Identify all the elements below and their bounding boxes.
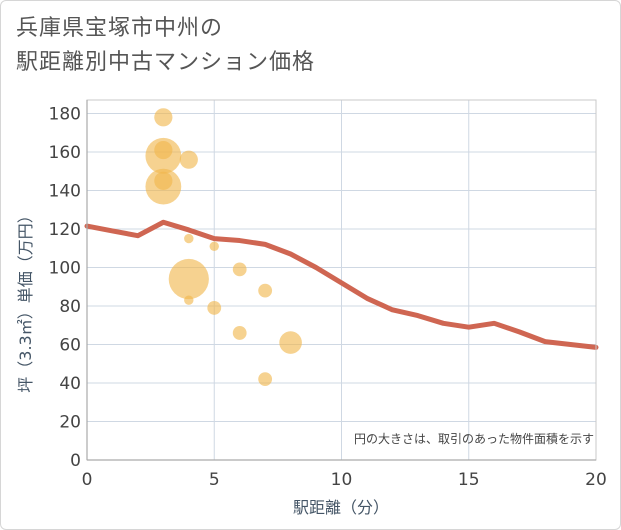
- data-bubble: [184, 233, 194, 244]
- y-axis-label: 坪（3.3㎡）単価（万円）: [16, 207, 35, 392]
- x-axis-label: 駅距離（分）: [293, 498, 389, 517]
- y-tick-label: 120: [49, 220, 81, 240]
- data-bubble: [207, 301, 222, 315]
- x-tick-label: 20: [585, 470, 607, 490]
- size-note: 円の大きさは、取引のあった物件面積を示す: [354, 431, 594, 446]
- y-tick-label: 20: [59, 412, 81, 432]
- data-bubble: [179, 150, 198, 169]
- data-bubble: [232, 262, 247, 277]
- x-tick-label: 5: [209, 470, 220, 490]
- y-tick-label: 100: [49, 258, 81, 278]
- x-tick-label: 15: [458, 470, 480, 490]
- data-bubble: [258, 283, 273, 298]
- y-tick-label: 60: [59, 335, 81, 355]
- data-bubble: [154, 140, 173, 160]
- y-tick-label: 80: [59, 297, 81, 317]
- data-bubble: [258, 372, 273, 387]
- y-tick-label: 40: [59, 374, 81, 394]
- data-bubble: [184, 295, 194, 305]
- y-tick-label: 0: [70, 451, 81, 471]
- axes: [86, 99, 597, 461]
- tick-labels: 0 5 10 15 20 0 20 40 60 80 100 120 140 160 180: [49, 104, 607, 490]
- data-bubble: [232, 326, 247, 340]
- data-bubble: [279, 331, 302, 354]
- average-line-series: [84, 219, 599, 350]
- x-tick-label: 0: [82, 470, 93, 490]
- y-tick-label: 140: [49, 181, 81, 201]
- x-tick-label: 10: [331, 470, 353, 490]
- chart-title: 兵庫県宝塚市中州の 駅距離別中古マンション価格: [16, 12, 315, 80]
- chart-title-line1: 兵庫県宝塚市中州の: [16, 16, 224, 41]
- data-bubble: [168, 258, 209, 300]
- y-tick-label: 180: [49, 104, 81, 124]
- data-bubble: [154, 108, 173, 127]
- y-tick-label: 160: [49, 143, 81, 163]
- data-bubble: [209, 241, 219, 252]
- average-price-line: [84, 219, 599, 350]
- chart-title-line2: 駅距離別中古マンション価格: [16, 50, 316, 75]
- bubble-series: [145, 108, 302, 387]
- data-bubble: [154, 171, 173, 190]
